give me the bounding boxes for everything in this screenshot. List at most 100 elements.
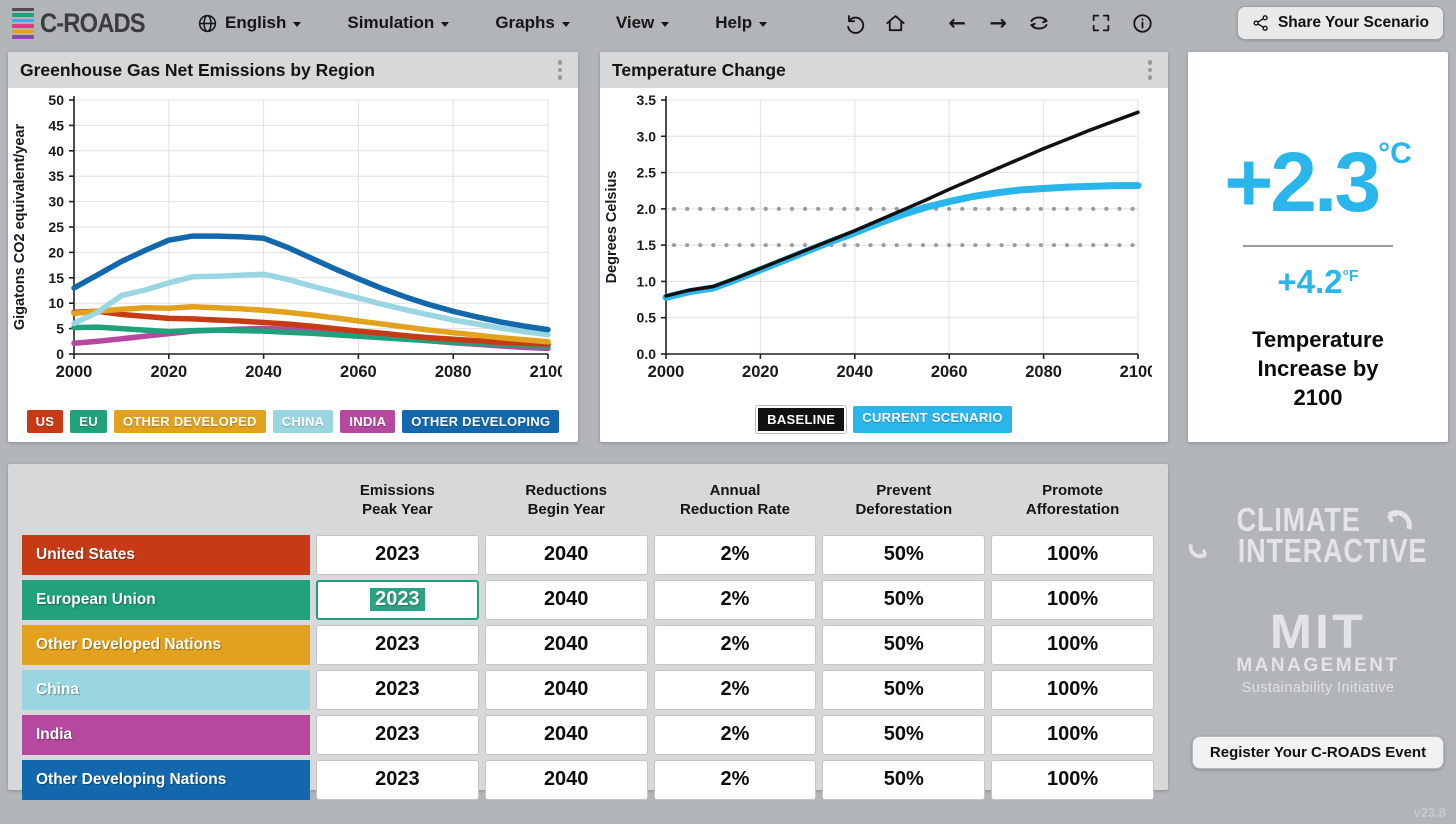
input-cell[interactable]: 100% bbox=[991, 579, 1154, 620]
chevron-down-icon bbox=[441, 21, 450, 27]
input-cell[interactable]: 2% bbox=[653, 714, 817, 755]
svg-text:10: 10 bbox=[48, 295, 64, 311]
menu-label: View bbox=[615, 13, 655, 32]
input-cell[interactable]: 50% bbox=[822, 669, 986, 710]
svg-text:30: 30 bbox=[48, 194, 64, 210]
info-icon[interactable] bbox=[1129, 10, 1155, 36]
fullscreen-icon[interactable] bbox=[1088, 10, 1114, 36]
input-cell[interactable]: 100% bbox=[991, 714, 1154, 755]
input-cell[interactable]: 2040 bbox=[484, 759, 648, 800]
menu-label: English bbox=[225, 13, 287, 32]
input-cell[interactable]: 50% bbox=[822, 759, 986, 800]
region-label-other-developing-nations: Other Developing Nations bbox=[22, 759, 310, 800]
region-label-india: India bbox=[22, 714, 310, 755]
input-cell[interactable]: 2% bbox=[653, 534, 817, 575]
legend-badge-current-scenario[interactable]: CURRENT SCENARIO bbox=[853, 406, 1012, 433]
emissions-legend: US EU OTHER DEVELOPED CHINA INDIA OTHER DEVEL… bbox=[8, 410, 578, 433]
summary-caption: Temperature Increase by 2100 bbox=[1252, 326, 1384, 410]
svg-text:1.0: 1.0 bbox=[637, 273, 657, 289]
mit-management-logo[interactable]: MIT MANAGEMENT Sustainability Initiative bbox=[1188, 608, 1448, 696]
legend-badge-other-developing[interactable]: OTHER DEVELOPING bbox=[402, 410, 560, 433]
menu-english[interactable]: English bbox=[197, 13, 302, 34]
input-cell[interactable]: 2040 bbox=[484, 714, 648, 755]
branding-column: CLIMATE INTERACTIVE MIT MANAGEMENT Susta… bbox=[1188, 464, 1448, 816]
svg-text:2000: 2000 bbox=[56, 363, 93, 381]
back-arrow-icon[interactable]: ← bbox=[948, 11, 966, 35]
legend-badge-china[interactable]: CHINA bbox=[272, 410, 334, 433]
chevron-down-icon bbox=[561, 21, 570, 27]
menu-graphs[interactable]: Graphs bbox=[495, 13, 570, 33]
input-cell[interactable]: 100% bbox=[991, 534, 1154, 575]
input-cell[interactable]: 2% bbox=[653, 579, 817, 620]
svg-text:Gigatons CO2 equivalent/year: Gigatons CO2 equivalent/year bbox=[12, 124, 28, 331]
home-icon[interactable] bbox=[882, 10, 908, 36]
legend-badge-eu[interactable]: EU bbox=[70, 410, 107, 433]
climate-interactive-line1: CLIMATE bbox=[1236, 501, 1361, 538]
emissions-chart: 0 5 10 15 20 25 30 35 40 45 50 2000 2020 2040 2060 2080… bbox=[12, 92, 566, 381]
input-cell[interactable]: 100% bbox=[991, 759, 1154, 800]
input-cell[interactable]: 2% bbox=[653, 669, 817, 710]
input-cell[interactable]: 2023 bbox=[316, 669, 479, 710]
input-cell[interactable]: 100% bbox=[991, 669, 1154, 710]
input-cell[interactable]: 2023 bbox=[316, 624, 479, 665]
input-cell[interactable]: 2040 bbox=[484, 624, 648, 665]
legend-badge-us[interactable]: US bbox=[26, 410, 64, 433]
svg-text:2100: 2100 bbox=[1120, 363, 1152, 381]
column-header-reduction-rate: Annual Reduction Rate bbox=[679, 482, 790, 518]
legend-badge-baseline[interactable]: BASELINE bbox=[756, 406, 847, 433]
chevron-down-icon bbox=[293, 21, 302, 27]
menu-simulation[interactable]: Simulation bbox=[347, 13, 450, 33]
input-cell[interactable]: 2% bbox=[653, 624, 817, 665]
menu-label: Simulation bbox=[347, 13, 435, 32]
logo-text: C-ROADS bbox=[40, 7, 146, 38]
input-cell[interactable]: 50% bbox=[822, 714, 986, 755]
temperature-chart-title: Temperature Change bbox=[612, 59, 786, 80]
input-cell[interactable]: 2023 bbox=[316, 579, 479, 620]
input-cell[interactable]: 2040 bbox=[484, 579, 648, 620]
column-header-deforestation: Prevent Deforestation bbox=[855, 482, 953, 518]
input-cell[interactable]: 2023 bbox=[316, 714, 479, 755]
menu-help[interactable]: Help bbox=[715, 13, 768, 33]
chevron-down-icon bbox=[661, 21, 670, 27]
input-cell[interactable]: 2023 bbox=[316, 534, 479, 575]
input-cell[interactable]: 50% bbox=[822, 579, 986, 620]
svg-text:2020: 2020 bbox=[150, 363, 187, 381]
register-event-button[interactable]: Register Your C-ROADS Event bbox=[1191, 736, 1445, 770]
emissions-kebab-menu-icon[interactable] bbox=[554, 56, 567, 84]
legend-badge-other-developed[interactable]: OTHER DEVELOPED bbox=[113, 410, 266, 433]
forward-arrow-icon[interactable]: → bbox=[989, 11, 1007, 35]
region-label-european-union: European Union bbox=[22, 579, 310, 620]
input-cell[interactable]: 2040 bbox=[484, 669, 648, 710]
share-scenario-button[interactable]: Share Your Scenario bbox=[1236, 6, 1444, 40]
menu-label: Graphs bbox=[495, 13, 555, 32]
svg-text:Degrees Celsius: Degrees Celsius bbox=[604, 171, 620, 284]
svg-text:2080: 2080 bbox=[1025, 363, 1062, 381]
svg-text:2080: 2080 bbox=[435, 363, 472, 381]
svg-text:0.0: 0.0 bbox=[637, 346, 657, 362]
temperature-celsius-value: +2.3°C bbox=[1224, 135, 1412, 229]
input-cell[interactable]: 2% bbox=[653, 759, 817, 800]
cycle-icon[interactable] bbox=[1026, 10, 1052, 36]
svg-text:0: 0 bbox=[56, 346, 64, 362]
menu-view[interactable]: View bbox=[615, 13, 670, 33]
input-cell[interactable]: 50% bbox=[822, 624, 986, 665]
ci-arrow-top-icon bbox=[1386, 509, 1412, 530]
share-scenario-label: Share Your Scenario bbox=[1277, 14, 1429, 31]
svg-text:2000: 2000 bbox=[648, 363, 685, 381]
celsius-unit: °C bbox=[1378, 137, 1412, 170]
svg-text:2060: 2060 bbox=[931, 363, 968, 381]
logo-stripes-icon bbox=[12, 7, 34, 39]
c-roads-logo[interactable]: C-ROADS bbox=[12, 7, 159, 39]
input-cell[interactable]: 50% bbox=[822, 534, 986, 575]
temperature-kebab-menu-icon[interactable] bbox=[1144, 56, 1157, 84]
scenario-inputs-table: Emissions Peak Year Reductions Begin Year An… bbox=[8, 464, 1168, 800]
input-cell[interactable]: 2023 bbox=[316, 759, 479, 800]
input-cell[interactable]: 2040 bbox=[484, 534, 648, 575]
climate-interactive-line2: INTERACTIVE bbox=[1237, 532, 1428, 570]
legend-badge-india[interactable]: INDIA bbox=[340, 410, 396, 433]
temperature-chart: 0.0 0.5 1.0 1.5 2.0 2.5 3.0 3.5 2000 2020 2040 2060… bbox=[604, 92, 1156, 381]
svg-text:20: 20 bbox=[48, 244, 64, 260]
climate-interactive-logo[interactable]: CLIMATE INTERACTIVE bbox=[1188, 501, 1448, 570]
undo-icon[interactable] bbox=[841, 10, 867, 36]
input-cell[interactable]: 100% bbox=[991, 624, 1154, 665]
